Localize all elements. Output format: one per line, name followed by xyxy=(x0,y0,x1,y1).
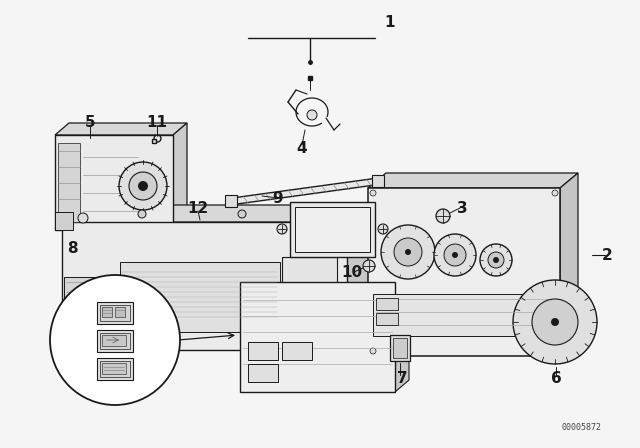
Text: 11: 11 xyxy=(147,115,168,129)
Bar xyxy=(248,342,278,360)
Polygon shape xyxy=(560,173,578,356)
Polygon shape xyxy=(173,123,187,230)
Text: 12: 12 xyxy=(188,201,209,215)
Bar xyxy=(55,135,173,230)
Circle shape xyxy=(480,244,512,276)
Circle shape xyxy=(444,244,466,266)
Circle shape xyxy=(513,280,597,364)
Circle shape xyxy=(405,249,411,255)
Circle shape xyxy=(50,275,180,405)
Text: 6: 6 xyxy=(550,370,561,385)
Bar xyxy=(100,333,130,349)
Circle shape xyxy=(238,210,246,218)
Circle shape xyxy=(129,172,157,200)
Bar xyxy=(240,282,395,392)
Text: 00005872: 00005872 xyxy=(562,423,602,432)
Bar xyxy=(55,212,73,230)
Bar xyxy=(120,262,280,332)
Bar xyxy=(368,188,560,356)
Circle shape xyxy=(119,162,167,210)
Circle shape xyxy=(370,348,376,354)
Bar xyxy=(390,335,410,361)
Text: 7: 7 xyxy=(397,370,407,385)
Circle shape xyxy=(138,181,148,191)
Bar xyxy=(100,305,130,321)
Text: 8: 8 xyxy=(67,241,77,255)
Circle shape xyxy=(363,260,375,272)
Circle shape xyxy=(78,213,88,223)
Text: 9: 9 xyxy=(273,190,284,206)
Circle shape xyxy=(452,252,458,258)
Bar xyxy=(225,195,237,207)
Circle shape xyxy=(394,238,422,266)
Bar xyxy=(282,257,337,302)
Circle shape xyxy=(488,252,504,268)
Text: 5: 5 xyxy=(84,115,95,129)
Circle shape xyxy=(378,224,388,234)
Polygon shape xyxy=(230,178,378,205)
Circle shape xyxy=(277,224,287,234)
Circle shape xyxy=(436,209,450,223)
Polygon shape xyxy=(347,205,369,350)
Polygon shape xyxy=(395,270,409,392)
Polygon shape xyxy=(55,123,187,135)
Bar xyxy=(376,313,398,325)
Polygon shape xyxy=(62,205,369,222)
Bar xyxy=(282,342,312,360)
Circle shape xyxy=(552,190,558,196)
Text: 2: 2 xyxy=(602,247,612,263)
Bar xyxy=(102,307,112,317)
Bar xyxy=(248,364,278,382)
Text: 1: 1 xyxy=(385,14,396,30)
Bar xyxy=(97,330,133,352)
Bar xyxy=(64,277,116,327)
Text: 10: 10 xyxy=(341,264,363,280)
Bar xyxy=(295,207,370,252)
Bar xyxy=(376,298,398,310)
Bar xyxy=(97,302,133,324)
Bar xyxy=(373,294,555,336)
Circle shape xyxy=(381,225,435,279)
Bar xyxy=(58,143,80,222)
Bar xyxy=(97,358,133,380)
Polygon shape xyxy=(368,173,578,188)
Bar xyxy=(102,335,126,346)
Circle shape xyxy=(551,318,559,326)
Bar xyxy=(100,361,130,377)
Bar xyxy=(62,222,347,350)
Text: 3: 3 xyxy=(457,201,467,215)
Bar xyxy=(393,338,407,358)
Circle shape xyxy=(370,190,376,196)
Bar xyxy=(102,363,126,374)
Bar xyxy=(372,175,384,187)
Circle shape xyxy=(552,348,558,354)
Bar xyxy=(290,202,375,257)
Circle shape xyxy=(307,110,317,120)
Text: 4: 4 xyxy=(297,141,307,155)
Circle shape xyxy=(434,234,476,276)
Circle shape xyxy=(532,299,578,345)
Circle shape xyxy=(138,210,146,218)
Circle shape xyxy=(493,257,499,263)
Bar xyxy=(115,307,125,317)
